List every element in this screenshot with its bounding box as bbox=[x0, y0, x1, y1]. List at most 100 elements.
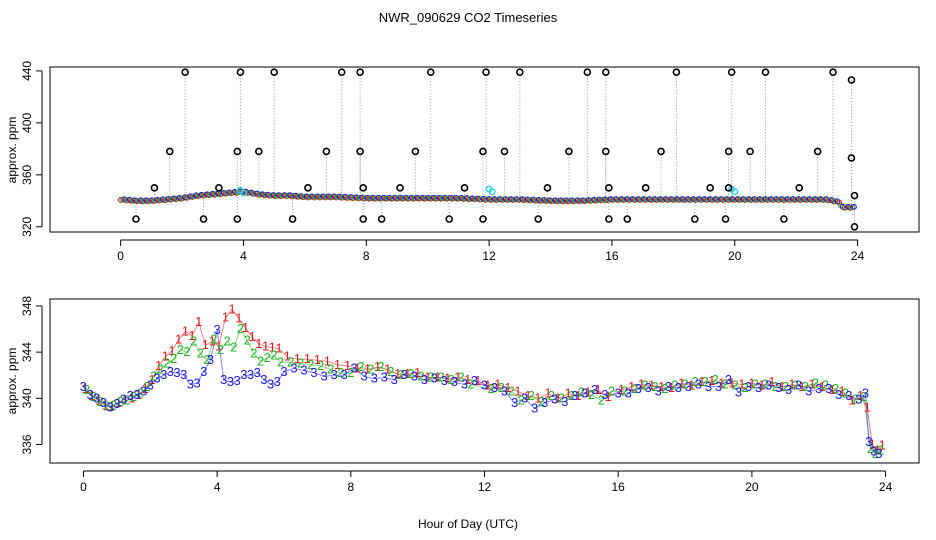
series-2-point: 2 bbox=[103, 398, 110, 413]
top-guides bbox=[135, 72, 856, 227]
series-3-point: 3 bbox=[615, 386, 622, 401]
series-1-point: 1 bbox=[534, 390, 541, 405]
bottom-x-tick-label: 8 bbox=[347, 480, 354, 494]
series-3-point: 3 bbox=[310, 365, 317, 380]
series-3-point: 3 bbox=[140, 383, 147, 398]
series-1-point: 1 bbox=[195, 314, 202, 329]
series-1-point: 1 bbox=[354, 360, 361, 375]
spike-point bbox=[288, 215, 297, 223]
spike-point bbox=[605, 215, 613, 223]
spike-point bbox=[583, 68, 592, 76]
series-3-point: 3 bbox=[625, 386, 632, 401]
series-2-point: 2 bbox=[568, 388, 575, 403]
series-1-point: 1 bbox=[879, 438, 886, 453]
series-1-point: 1 bbox=[304, 351, 311, 366]
spike-point bbox=[850, 223, 859, 231]
series-1-point: 1 bbox=[738, 376, 745, 391]
series-3-point: 3 bbox=[167, 364, 174, 379]
series-3-point: 3 bbox=[561, 394, 568, 409]
series-2-point: 2 bbox=[237, 321, 244, 336]
series-3-point: 3 bbox=[240, 367, 247, 382]
spike-point bbox=[605, 184, 613, 192]
series-3-point: 3 bbox=[180, 367, 187, 382]
series-2-point: 2 bbox=[860, 389, 867, 404]
series-1-point: 1 bbox=[148, 372, 155, 387]
spike-point bbox=[150, 184, 159, 192]
series-1-point: 1 bbox=[574, 388, 581, 403]
spike-point bbox=[165, 147, 174, 156]
series-3-point: 3 bbox=[254, 365, 261, 380]
spike-point bbox=[601, 68, 610, 76]
series-1-point: 1 bbox=[798, 379, 805, 394]
series-2-point: 2 bbox=[367, 361, 374, 376]
series-2-point: 2 bbox=[701, 374, 708, 389]
series-1-point: 1 bbox=[514, 383, 521, 398]
spike-point bbox=[236, 68, 245, 76]
spike-point bbox=[460, 184, 469, 192]
series-2-point: 2 bbox=[317, 358, 324, 373]
series-2-point: 2 bbox=[732, 378, 739, 393]
series-1-point: 1 bbox=[384, 361, 391, 376]
spike-point bbox=[482, 68, 490, 76]
chart-title: NWR_090629 CO2 Timeseries bbox=[379, 10, 558, 25]
spike-point bbox=[641, 184, 650, 192]
bottom-y-axis-label: approx. ppm bbox=[5, 348, 19, 415]
series-3-point: 3 bbox=[685, 379, 692, 394]
cyan-point bbox=[488, 188, 496, 196]
bottom-lines bbox=[83, 308, 883, 455]
series-1-point: 1 bbox=[424, 370, 431, 385]
spike-point bbox=[721, 215, 730, 223]
spike-point bbox=[847, 76, 856, 84]
series-2-point: 2 bbox=[183, 344, 190, 359]
top-x-tick-label: 12 bbox=[482, 249, 496, 263]
series-1-point: 1 bbox=[284, 349, 291, 364]
bottom-y-axis: 336 340 344 348 bbox=[20, 296, 43, 455]
series-2-point: 2 bbox=[307, 357, 314, 372]
series-1-point: 1 bbox=[869, 437, 876, 452]
series-1-point: 1 bbox=[202, 337, 209, 352]
series-1-point: 1 bbox=[839, 383, 846, 398]
series-3-point: 3 bbox=[80, 379, 87, 394]
top-x-tick-label: 0 bbox=[117, 249, 124, 263]
series-3-point: 3 bbox=[865, 434, 872, 449]
spike-point bbox=[270, 68, 278, 76]
series-2-point: 2 bbox=[190, 334, 197, 349]
spike-point bbox=[356, 68, 364, 76]
series-3-point: 3 bbox=[320, 368, 327, 383]
series-2-point: 2 bbox=[387, 364, 394, 379]
spike-point bbox=[795, 184, 804, 192]
spike-point bbox=[813, 147, 822, 156]
series-3-point: 3 bbox=[160, 367, 167, 382]
spike-point bbox=[780, 215, 788, 223]
series-2-point: 2 bbox=[250, 345, 257, 360]
series-3-point: 3 bbox=[695, 376, 702, 391]
series-3-point: 3 bbox=[431, 371, 438, 386]
spike-point bbox=[359, 184, 368, 192]
series-1-point: 1 bbox=[464, 372, 471, 387]
spike-point bbox=[411, 147, 420, 156]
series-1-point: 1 bbox=[728, 375, 735, 390]
spike-point bbox=[746, 147, 754, 156]
series-2-point: 2 bbox=[722, 376, 729, 391]
series-2-point: 2 bbox=[538, 394, 545, 409]
top-plot-frame bbox=[49, 66, 920, 233]
spike-point bbox=[724, 184, 733, 192]
series-1-point: 1 bbox=[708, 373, 715, 388]
series-3-point: 3 bbox=[260, 372, 267, 387]
series-1-point: 1 bbox=[678, 375, 685, 390]
series-3-point: 3 bbox=[862, 386, 869, 401]
series-2-point: 2 bbox=[397, 367, 404, 382]
cyan-point bbox=[731, 188, 739, 196]
series-1-point: 1 bbox=[135, 387, 142, 402]
series-1-point: 1 bbox=[434, 370, 441, 385]
series-2-point: 2 bbox=[661, 381, 668, 396]
series-3-point: 3 bbox=[511, 395, 518, 410]
series-2-point: 2 bbox=[822, 378, 829, 393]
series-1-point: 1 bbox=[554, 390, 561, 405]
baseline-point bbox=[825, 197, 832, 204]
bottom-y-tick-label: 340 bbox=[20, 388, 34, 408]
series-1-point: 1 bbox=[628, 379, 635, 394]
series-3-point: 3 bbox=[745, 379, 752, 394]
series-2-point: 2 bbox=[83, 382, 90, 397]
spike-point bbox=[445, 215, 453, 223]
